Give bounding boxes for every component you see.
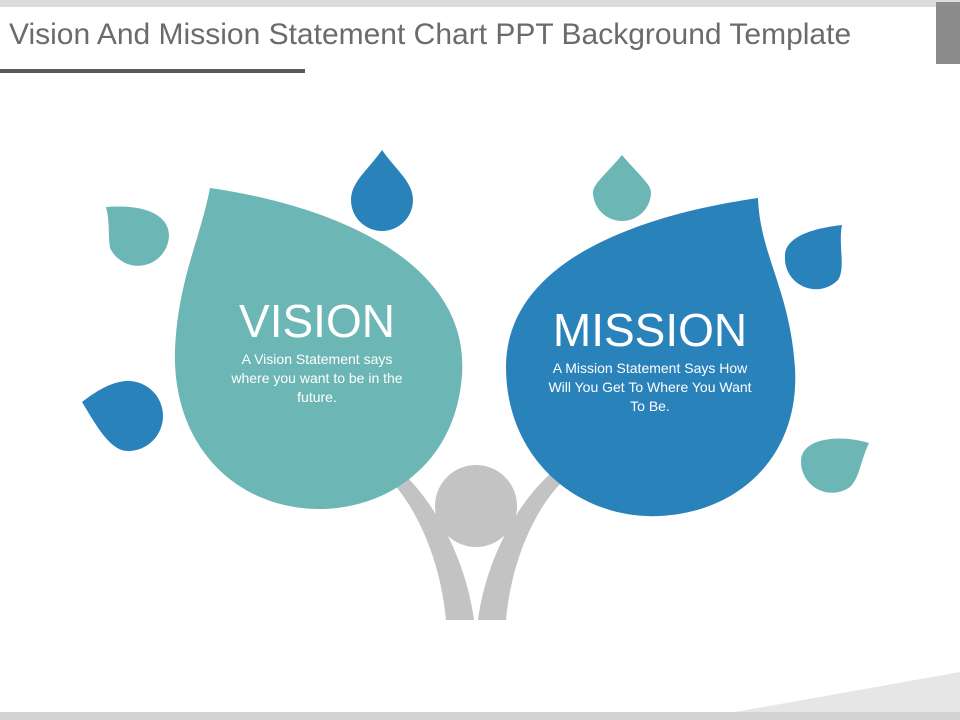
water-drop-icon xyxy=(351,150,413,231)
water-drop-icon xyxy=(800,438,869,493)
corner-tab xyxy=(936,2,960,64)
title-underline xyxy=(0,69,305,73)
mission-heading: MISSION xyxy=(552,304,748,356)
vision-leaf-icon xyxy=(174,188,463,510)
mission-leaf-icon xyxy=(505,198,796,517)
water-drop-icon xyxy=(784,225,842,290)
water-drop-icon xyxy=(82,381,163,451)
vision-description: A Vision Statement says where you want t… xyxy=(231,351,403,405)
water-drop-icon xyxy=(593,155,651,221)
person-figure-icon xyxy=(392,465,562,620)
bottom-strip xyxy=(0,712,960,720)
mission-description: A Mission Statement Says How Will You Ge… xyxy=(548,360,752,414)
slide-title: Vision And Mission Statement Chart PPT B… xyxy=(9,18,852,51)
top-strip xyxy=(0,0,960,7)
vision-heading: VISION xyxy=(239,295,395,347)
water-drop-icon xyxy=(106,206,169,266)
